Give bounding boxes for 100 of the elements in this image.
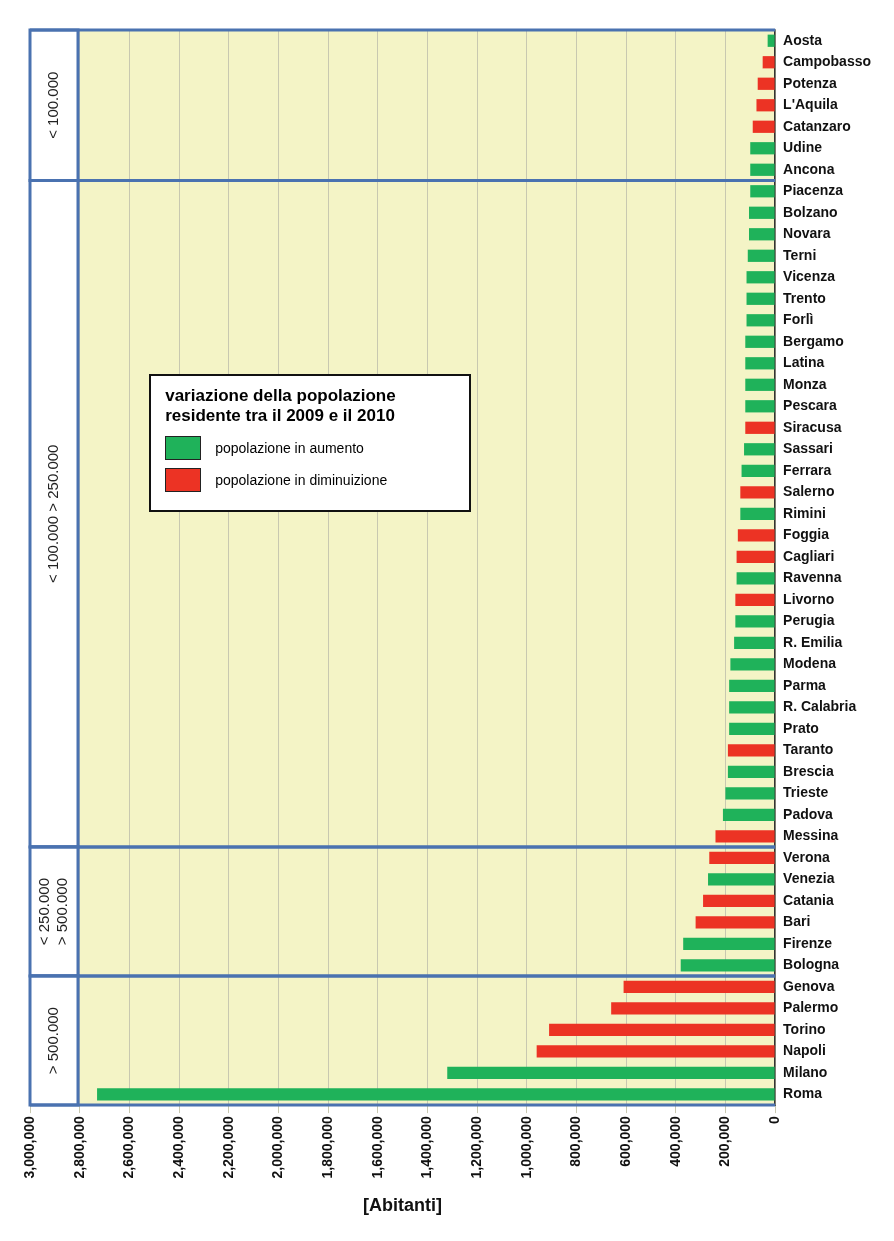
y-tick-label: Milano	[783, 1063, 828, 1080]
x-axis-title: [Abitanti]	[363, 1195, 443, 1216]
y-tick-label: Venezia	[783, 870, 835, 887]
band-label: < 100.000 > 250.000	[44, 444, 62, 584]
bar	[740, 507, 775, 520]
bar	[447, 1066, 775, 1079]
y-tick-label: Potenza	[783, 74, 837, 91]
y-tick-label: Aosta	[783, 31, 823, 48]
bar	[746, 314, 775, 327]
y-tick-label: Ancona	[783, 160, 835, 177]
bar	[745, 378, 775, 391]
bar	[729, 722, 775, 735]
y-tick-label: Udine	[783, 139, 823, 156]
y-tick-label: Bari	[783, 913, 811, 930]
y-tick-label: Bolzano	[783, 203, 838, 220]
bar	[683, 937, 775, 950]
y-tick-label: Napoli	[783, 1042, 826, 1059]
y-tick-label: Cagliari	[783, 547, 835, 564]
y-tick-label: L'Aquila	[783, 96, 838, 113]
bar	[549, 1023, 775, 1036]
bar	[729, 679, 775, 692]
bar	[709, 851, 775, 864]
y-tick-label: Messina	[783, 827, 839, 844]
x-tick-label: 2,600,000	[120, 1115, 137, 1179]
y-tick-label: Perugia	[783, 612, 835, 629]
x-tick-label: 2,800,000	[70, 1115, 87, 1179]
bar	[536, 1045, 775, 1058]
bar	[752, 120, 775, 133]
x-tick-label: 1,600,000	[368, 1115, 385, 1179]
y-tick-label: Genova	[783, 977, 835, 994]
bar	[735, 593, 775, 606]
x-tick-label: 800,000	[567, 1115, 584, 1167]
bar	[736, 550, 775, 563]
bar	[611, 1002, 775, 1015]
x-tick-label: 3,000,000	[20, 1115, 37, 1179]
x-tick-label: 0	[765, 1115, 782, 1124]
y-tick-label: Foggia	[783, 526, 830, 543]
bar	[735, 615, 775, 628]
x-tick-label: 2,000,000	[269, 1115, 286, 1179]
y-tick-label: Siracusa	[783, 418, 842, 435]
x-tick-label: 2,400,000	[169, 1115, 186, 1179]
bar	[737, 529, 775, 542]
y-tick-label: Ferrara	[783, 461, 832, 478]
legend-label: popolazione in aumento	[215, 440, 364, 457]
x-tick-label: 1,000,000	[517, 1115, 534, 1179]
bar	[623, 980, 775, 993]
y-tick-label: Catania	[783, 891, 834, 908]
y-tick-label: Bologna	[783, 956, 840, 973]
y-tick-label: R. Emilia	[783, 633, 843, 650]
y-tick-label: Taranto	[783, 741, 834, 758]
x-tick-label: 1,200,000	[467, 1115, 484, 1179]
bar	[741, 464, 775, 477]
bar	[708, 873, 775, 886]
bar	[727, 765, 775, 778]
y-tick-label: Latina	[783, 354, 825, 371]
bar	[745, 400, 775, 413]
y-tick-label: Monza	[783, 375, 827, 392]
x-tick-label: 2,200,000	[219, 1115, 236, 1179]
bar	[730, 658, 775, 671]
bar	[750, 142, 775, 155]
y-tick-label: Roma	[783, 1085, 823, 1102]
y-tick-label: Verona	[783, 848, 830, 865]
bar	[722, 808, 775, 821]
y-tick-label: Ravenna	[783, 569, 842, 586]
y-tick-label: Modena	[783, 655, 837, 672]
y-tick-label: Firenze	[783, 934, 833, 951]
bar	[762, 56, 775, 69]
bar	[740, 486, 775, 499]
y-tick-label: Rimini	[783, 504, 826, 521]
bar	[703, 894, 775, 907]
y-tick-label: Pescara	[783, 397, 838, 414]
y-tick-label: Terni	[783, 246, 817, 263]
y-tick-label: Piacenza	[783, 182, 844, 199]
y-tick-label: Sassari	[783, 440, 833, 457]
band-label: < 250.000 > 500.000	[35, 878, 71, 946]
x-tick-label: 600,000	[616, 1115, 633, 1167]
bar	[715, 830, 775, 843]
bar	[747, 249, 775, 262]
y-tick-label: Prato	[783, 719, 819, 736]
y-tick-label: Torino	[783, 1020, 826, 1037]
y-tick-label: Brescia	[783, 762, 834, 779]
y-tick-label: Vicenza	[783, 268, 836, 285]
bar	[756, 99, 775, 112]
x-tick-label: 1,800,000	[318, 1115, 335, 1179]
y-tick-label: Bergamo	[783, 332, 844, 349]
bar	[744, 443, 775, 456]
bar	[745, 335, 775, 348]
band-label: > 500.000	[44, 1007, 62, 1075]
bar	[734, 636, 775, 649]
y-tick-label: Trieste	[783, 784, 829, 801]
y-tick-label: Trento	[783, 289, 826, 306]
x-tick-label: 400,000	[666, 1115, 683, 1167]
bar	[725, 787, 775, 800]
bar	[767, 34, 775, 47]
legend-title: variazione della popolazione residente tra il 2009 e il 2010	[165, 386, 397, 427]
y-tick-label: Campobasso	[783, 53, 872, 70]
bar	[727, 744, 775, 757]
x-tick-label: 200,000	[716, 1115, 733, 1167]
bar	[746, 271, 775, 284]
bar	[749, 228, 775, 241]
